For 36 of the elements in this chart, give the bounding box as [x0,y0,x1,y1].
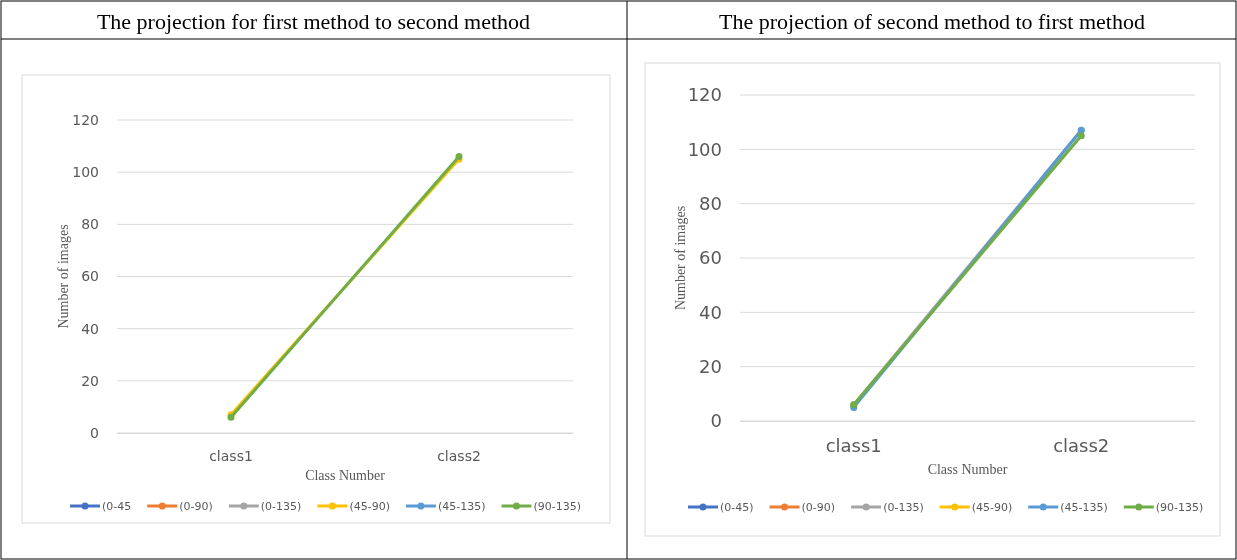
y-axis-title: Number of images [673,205,688,311]
y-tick-label: 120 [72,111,99,128]
x-tick-label: class2 [1053,434,1110,456]
y-tick-label: 0 [710,410,722,432]
y-tick-label: 40 [699,301,722,323]
y-tick-label: 0 [90,424,99,441]
legend-label: (90-135) [533,500,582,513]
legend-label: (45-135) [437,500,486,513]
y-tick-label: 20 [81,372,99,389]
y-tick-label: 100 [72,164,99,181]
chart-title: The projection for first method to second method [96,9,531,34]
x-tick-label: class2 [437,447,481,464]
legend-label: (0-135) [260,500,302,513]
y-tick-label: 80 [81,216,99,233]
y-tick-label: 60 [699,247,722,269]
y-tick-label: 120 [687,84,722,106]
legend-label: (0-45 [102,500,132,513]
legend-label: (45-135) [1060,501,1108,514]
legend-label: (0-90) [801,501,836,514]
legend-label: (45-90) [971,501,1013,514]
x-axis-title: Class Number [305,468,386,483]
chart-title: The projection of second method to first method [719,9,1145,34]
y-axis-title: Number of images [56,224,71,329]
x-tick-label: class1 [825,434,882,456]
x-tick-label: class1 [209,447,253,464]
legend-label: (45-90) [349,500,390,513]
legend-label: (0-135) [883,501,924,514]
legend-label: (90-135) [1155,501,1204,514]
legend-label: (0-45) [720,501,754,514]
legend-label: (0-90) [179,500,213,513]
y-tick-label: 80 [699,192,722,214]
y-tick-label: 20 [699,355,722,377]
y-tick-label: 40 [81,320,99,337]
y-tick-label: 60 [81,268,99,285]
x-axis-title: Class Number [927,462,1008,477]
y-tick-label: 100 [687,138,722,160]
